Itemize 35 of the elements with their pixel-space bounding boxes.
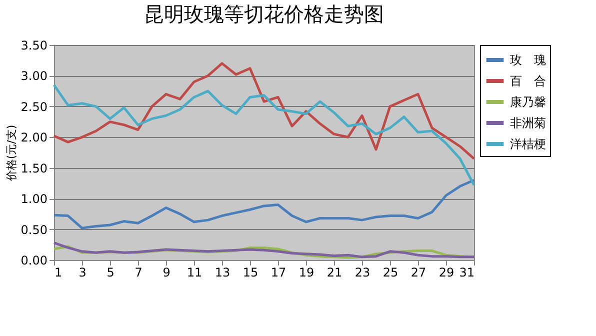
y-tick-label: 1.00: [20, 192, 48, 206]
x-tick-label: 5: [106, 266, 114, 280]
x-tick-label: 3: [78, 266, 86, 280]
x-tick-label: 21: [326, 266, 342, 280]
legend-label: 百 合: [510, 74, 546, 88]
x-tick-label: 31: [459, 266, 474, 280]
x-tick-label: 19: [298, 266, 314, 280]
x-tick-label: 17: [270, 266, 286, 280]
x-tick-label: 11: [186, 266, 202, 280]
chart-title: 昆明玫瑰等切花价格走势图: [144, 2, 384, 26]
y-tick-label: 0.50: [20, 222, 48, 237]
line-series: [52, 62, 476, 160]
legend-label: 非洲菊: [510, 116, 546, 130]
line-series: [52, 242, 476, 258]
line-series: [52, 178, 476, 230]
x-tick-label: 15: [242, 266, 258, 280]
y-tick-label: 1.50: [20, 161, 48, 176]
x-tick-label: 29: [438, 266, 454, 280]
legend-label: 玫 瑰: [510, 53, 546, 67]
legend-label: 洋桔梗: [510, 137, 546, 151]
legend-label: 康乃馨: [510, 95, 546, 109]
y-tick-label: 3.00: [20, 69, 48, 84]
y-tick-label: 2.00: [20, 130, 48, 145]
x-tick-label: 27: [410, 266, 426, 280]
x-tick-label: 7: [134, 266, 142, 280]
x-tick-label: 25: [382, 266, 398, 280]
y-tick-label: 0.00: [20, 254, 48, 268]
y-axis-title: 价格(元/支): [4, 124, 18, 182]
x-tick-label: 9: [162, 266, 170, 280]
x-tick-label: 13: [214, 266, 230, 280]
x-tick-label: 23: [354, 266, 370, 280]
line-series: [52, 84, 476, 186]
y-tick-label: 3.50: [20, 38, 48, 52]
y-tick-label: 2.50: [20, 100, 48, 114]
x-tick-label: 1: [54, 266, 62, 280]
